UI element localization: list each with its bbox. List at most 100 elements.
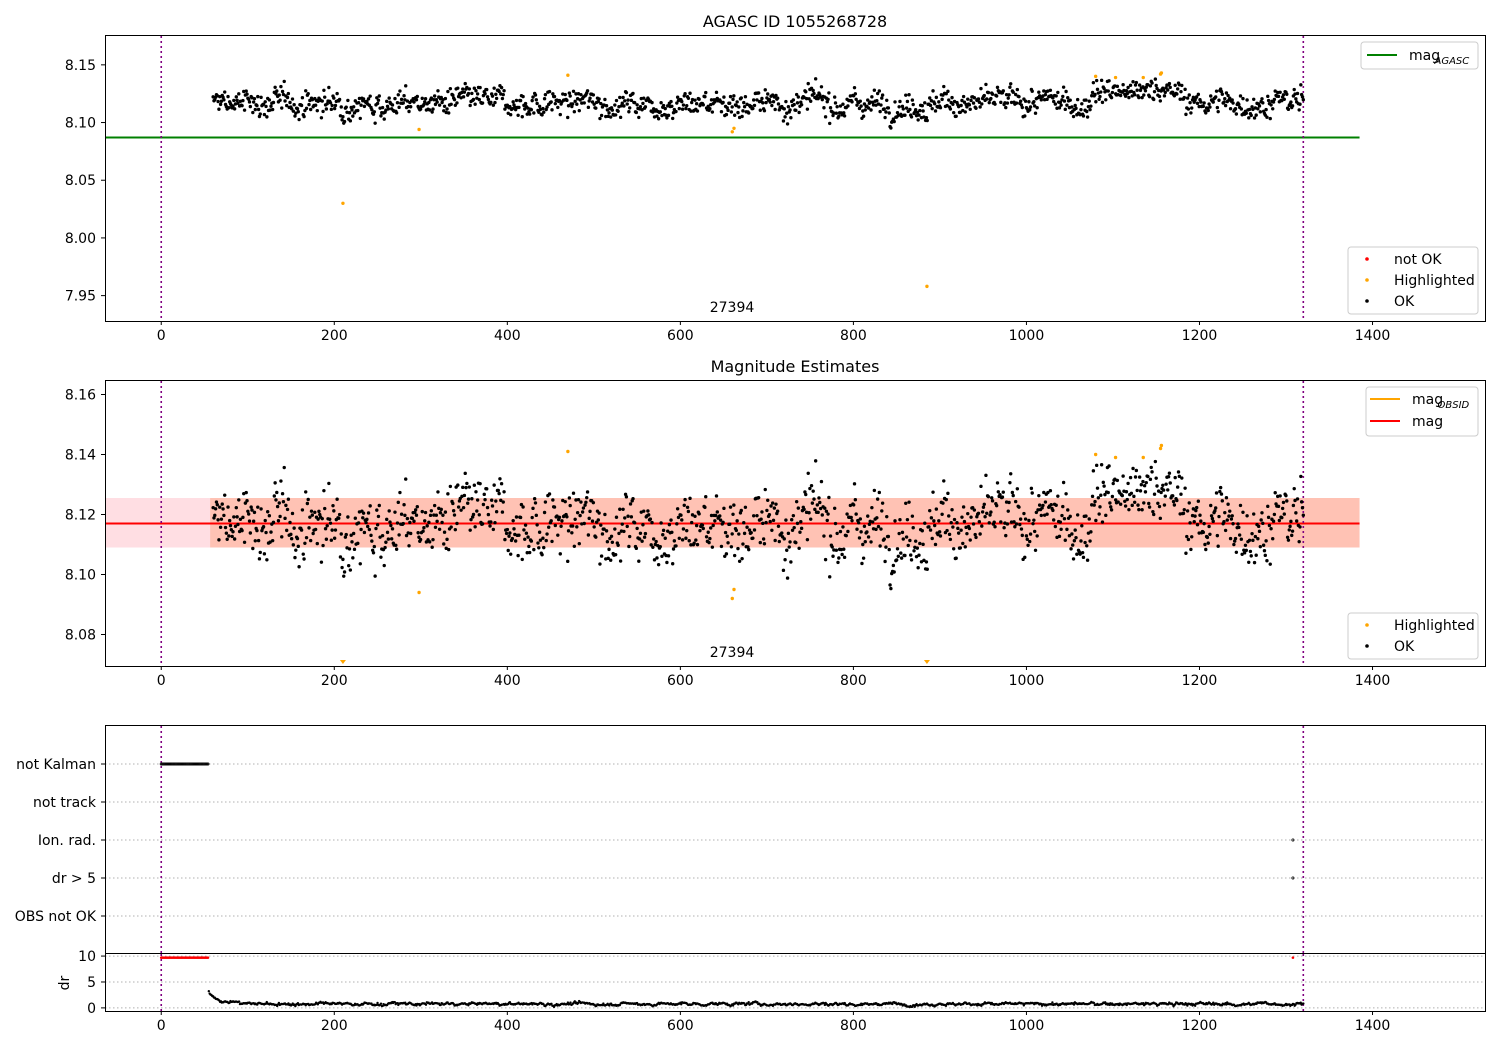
dr-point: [747, 1001, 750, 1004]
ok-point: [313, 103, 318, 107]
ok-point: [799, 526, 804, 531]
ok-point: [600, 532, 605, 536]
highlighted-point: [732, 587, 736, 592]
ok-point: [292, 103, 296, 107]
y-tick-label: 8.08: [65, 628, 96, 644]
ok-point: [1166, 88, 1170, 92]
ok-point: [979, 484, 983, 489]
ok-point: [1186, 537, 1191, 542]
flag-category-label: not track: [33, 795, 97, 811]
ok-point: [1162, 94, 1167, 98]
ok-point: [491, 103, 496, 107]
ok-point: [1028, 532, 1033, 536]
ok-point: [329, 107, 334, 112]
ok-point: [728, 101, 732, 105]
ok-point: [237, 92, 241, 96]
ok-point: [1096, 496, 1101, 500]
ok-point: [982, 502, 986, 506]
ok-point: [1219, 492, 1224, 496]
ok-point: [704, 535, 709, 539]
ok-point: [436, 89, 440, 93]
ok-point: [542, 110, 546, 114]
ok-point: [463, 471, 467, 476]
ok-point: [951, 525, 955, 529]
ok-point: [540, 113, 544, 117]
ok-point: [929, 516, 934, 520]
ok-point: [954, 114, 958, 118]
ok-point: [781, 119, 786, 123]
ok-point: [1264, 107, 1268, 112]
ok-point: [1042, 490, 1046, 495]
ok-point: [875, 516, 879, 520]
ok-point: [505, 527, 510, 532]
ok-point: [755, 513, 759, 518]
ok-point: [650, 100, 654, 105]
ok-point: [499, 498, 503, 503]
ok-point: [518, 515, 523, 520]
plot-frame: [105, 380, 1486, 667]
ok-point: [706, 104, 710, 108]
ok-point: [438, 511, 443, 515]
ok-point: [307, 102, 311, 107]
ok-point: [544, 538, 548, 543]
ok-point: [521, 94, 525, 99]
ok-point: [431, 107, 435, 111]
ok-point: [613, 103, 617, 107]
ok-point: [1033, 111, 1038, 115]
ok-point: [502, 490, 506, 494]
ok-point: [853, 92, 858, 96]
ok-point: [719, 110, 724, 114]
ok-point: [322, 88, 326, 92]
ok-point: [682, 503, 686, 508]
ok-point: [809, 99, 813, 103]
ok-point: [505, 103, 510, 107]
ok-point: [523, 101, 528, 106]
ok-point: [1245, 98, 1249, 102]
ok-point: [1228, 107, 1233, 111]
ok-point: [809, 483, 814, 488]
ok-point: [1136, 503, 1140, 507]
ok-point: [987, 521, 991, 525]
ok-point: [1070, 105, 1074, 109]
ok-point: [1236, 522, 1240, 526]
ok-point: [617, 531, 621, 536]
ok-point: [886, 106, 891, 110]
ok-point: [640, 539, 644, 543]
ok-point: [1014, 522, 1019, 526]
ok-point: [300, 95, 305, 100]
ok-point: [1280, 98, 1284, 103]
ok-point: [1137, 83, 1142, 87]
ok-point: [1252, 97, 1256, 101]
ok-point: [1285, 499, 1289, 503]
ok-point: [933, 542, 938, 547]
ok-point: [406, 104, 410, 109]
ok-point: [1073, 528, 1077, 532]
ok-point: [1143, 490, 1148, 494]
ok-point: [1220, 499, 1225, 503]
ok-point: [574, 92, 578, 96]
ok-point: [533, 501, 538, 505]
ok-point: [1135, 488, 1139, 493]
ok-point: [278, 98, 282, 102]
ok-point: [688, 91, 692, 95]
ok-point: [282, 79, 286, 84]
ok-point: [813, 459, 818, 463]
ok-point: [915, 546, 920, 550]
ok-point: [448, 86, 453, 91]
ok-point: [643, 531, 648, 536]
ok-point: [1271, 519, 1276, 523]
ok-point: [525, 551, 529, 555]
ok-point: [1280, 506, 1285, 511]
ok-point: [1228, 96, 1232, 100]
ok-point: [501, 92, 505, 97]
ok-point: [931, 89, 935, 93]
ok-point: [1214, 491, 1219, 495]
ok-point: [470, 497, 474, 501]
ok-point: [280, 106, 284, 110]
ok-point: [446, 89, 450, 94]
ok-point: [1199, 519, 1203, 523]
ok-point: [1188, 100, 1192, 105]
ok-point: [1014, 101, 1019, 105]
legend-label-subscript: AGASC: [1434, 56, 1470, 67]
ok-point: [557, 98, 562, 103]
